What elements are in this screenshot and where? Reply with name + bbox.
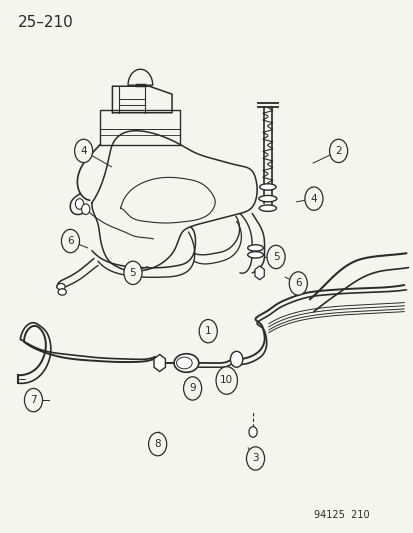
Circle shape (289, 272, 306, 295)
Circle shape (148, 432, 166, 456)
Circle shape (81, 204, 90, 215)
Text: 2: 2 (335, 146, 341, 156)
Circle shape (199, 319, 217, 343)
Ellipse shape (58, 289, 66, 295)
Polygon shape (67, 234, 76, 248)
Text: 25–210: 25–210 (18, 14, 74, 30)
Circle shape (304, 187, 322, 211)
Text: 7: 7 (30, 395, 37, 405)
Circle shape (74, 139, 93, 163)
Text: 6: 6 (67, 236, 74, 246)
Text: 5: 5 (272, 252, 279, 262)
Text: 6: 6 (294, 278, 301, 288)
Ellipse shape (259, 184, 275, 190)
Text: 10: 10 (220, 375, 233, 385)
Polygon shape (154, 354, 165, 372)
Text: 4: 4 (310, 193, 316, 204)
Ellipse shape (174, 354, 198, 372)
Circle shape (123, 261, 142, 285)
Circle shape (266, 245, 285, 269)
Circle shape (329, 139, 347, 163)
Circle shape (24, 389, 43, 412)
Wedge shape (128, 69, 152, 85)
Ellipse shape (259, 205, 276, 212)
Circle shape (246, 447, 264, 470)
Ellipse shape (247, 252, 263, 258)
Circle shape (183, 377, 201, 400)
Circle shape (61, 229, 79, 253)
Ellipse shape (258, 196, 276, 202)
Text: 9: 9 (189, 383, 195, 393)
Text: 94125  210: 94125 210 (313, 510, 369, 520)
Circle shape (75, 199, 83, 209)
Text: 1: 1 (204, 326, 211, 336)
Circle shape (216, 367, 237, 394)
Ellipse shape (247, 245, 263, 251)
Circle shape (230, 351, 242, 367)
Ellipse shape (57, 284, 65, 290)
Circle shape (248, 426, 256, 437)
Polygon shape (254, 266, 263, 280)
Text: 4: 4 (80, 146, 87, 156)
Text: 8: 8 (154, 439, 161, 449)
Text: 5: 5 (129, 268, 136, 278)
Text: 3: 3 (252, 454, 258, 463)
